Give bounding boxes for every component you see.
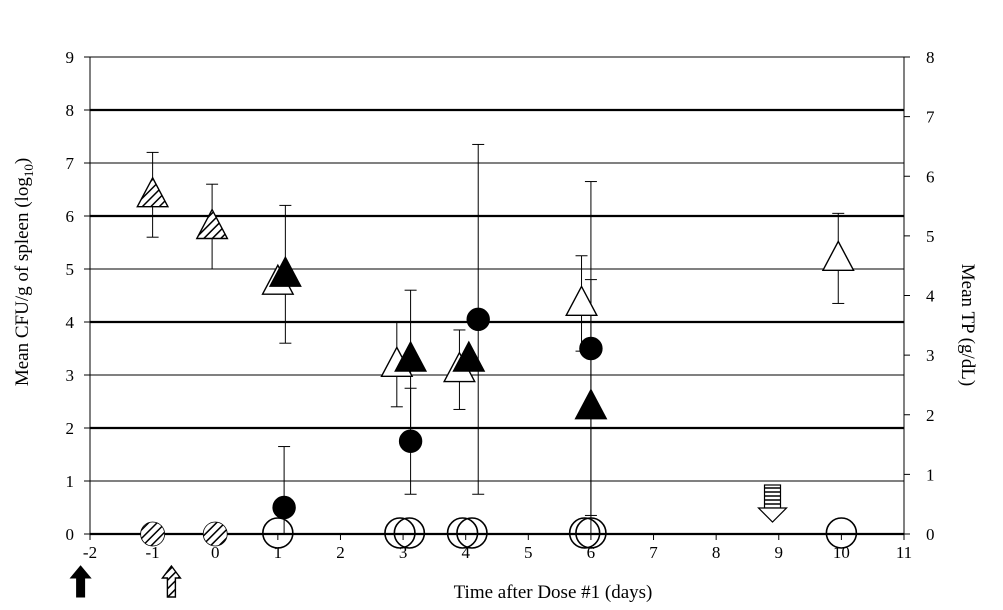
y-left-axis-title: Mean CFU/g of spleen (log10) bbox=[12, 158, 36, 386]
y-right-tick-label: 5 bbox=[926, 227, 935, 246]
dose-arrow-striped-head bbox=[757, 507, 788, 523]
y-right-axis-title: Mean TP (g/dL) bbox=[957, 264, 978, 386]
y-left-title-subscript: 10 bbox=[21, 164, 36, 177]
y-right-tick-label: 3 bbox=[926, 346, 935, 365]
x-tick-label: -2 bbox=[83, 543, 97, 562]
y-right-tick-label: 7 bbox=[926, 108, 935, 127]
x-tick-label: 11 bbox=[896, 543, 912, 562]
axes bbox=[84, 56, 910, 540]
x-tick-label: -1 bbox=[146, 543, 160, 562]
filled-circle-point bbox=[398, 429, 423, 453]
x-tick-label: 4 bbox=[461, 543, 470, 562]
y-right-tick-label: 8 bbox=[926, 48, 935, 67]
x-tick-label: 0 bbox=[211, 543, 220, 562]
hatched-triangle-point bbox=[195, 208, 229, 240]
y-right-tick-label: 2 bbox=[926, 406, 935, 425]
open-circle-point bbox=[393, 517, 426, 549]
y-left-tick-label: 9 bbox=[66, 48, 75, 67]
hatched-circle-point bbox=[202, 521, 228, 547]
gridlines bbox=[90, 56, 904, 536]
data-markers bbox=[136, 176, 858, 549]
y-left-tick-label: 5 bbox=[66, 260, 75, 279]
y-left-tick-label: 7 bbox=[66, 154, 75, 173]
x-axis-title: Time after Dose #1 (days) bbox=[454, 582, 653, 603]
filled-triangle-point bbox=[268, 255, 302, 287]
open-circle-point bbox=[575, 517, 607, 549]
open-circle-point bbox=[568, 517, 601, 549]
hatched-circle-point bbox=[140, 521, 166, 547]
x-tick-label: 5 bbox=[524, 543, 533, 562]
filled-triangle-point bbox=[452, 340, 486, 372]
x-tick-label: 6 bbox=[587, 543, 596, 562]
filled-circle-point bbox=[579, 336, 603, 361]
filled-triangle-point bbox=[394, 340, 428, 372]
y-left-tick-label: 3 bbox=[66, 366, 75, 385]
x-tick-label: 8 bbox=[712, 543, 721, 562]
open-triangle-point bbox=[565, 284, 598, 317]
open-circle-point bbox=[384, 517, 416, 549]
y-right-tick-label: 1 bbox=[926, 465, 935, 484]
x-tick-label: 9 bbox=[775, 543, 784, 562]
y-left-tick-label: 0 bbox=[66, 525, 75, 544]
x-tick-label: 7 bbox=[649, 543, 658, 562]
x-tick-label: 3 bbox=[399, 543, 408, 562]
x-tick-label: 2 bbox=[336, 543, 345, 562]
open-triangle-point bbox=[821, 239, 855, 271]
error-bars bbox=[146, 143, 845, 534]
y-left-tick-label: 8 bbox=[66, 101, 75, 120]
y-left-tick-label: 1 bbox=[66, 472, 75, 491]
tick-labels: -2 -1 0 1 2 3 4 5 6 7 8 9 10 11 0 1 2 3 4 5 6 7 8 9 0 1 2 3 4 5 6 7 8 bbox=[66, 48, 936, 562]
dose-arrows bbox=[69, 484, 788, 598]
y-right-tick-label: 6 bbox=[926, 167, 935, 186]
open-circle-point bbox=[825, 517, 858, 549]
y-right-tick-label: 0 bbox=[926, 525, 935, 544]
filled-circle-point bbox=[272, 495, 296, 520]
filled-triangle-point bbox=[574, 388, 608, 420]
open-circle-point bbox=[262, 517, 294, 549]
dose-arrow-hollow-up bbox=[160, 564, 182, 598]
x-tick-label: 1 bbox=[274, 543, 283, 562]
y-left-tick-label: 4 bbox=[66, 313, 75, 332]
filled-circle-point bbox=[466, 307, 490, 332]
y-left-title-main: Mean CFU/g of spleen (log bbox=[12, 177, 33, 386]
open-circle-point bbox=[456, 517, 488, 549]
y-left-tick-label: 6 bbox=[66, 207, 75, 226]
x-tick-label: 10 bbox=[833, 543, 850, 562]
y-right-tick-label: 4 bbox=[926, 287, 935, 306]
hatched-triangle-point bbox=[136, 176, 170, 208]
y-left-tick-label: 2 bbox=[66, 419, 75, 438]
open-circle-point bbox=[446, 517, 479, 549]
dose-arrow-solid-up bbox=[69, 565, 92, 598]
y-left-title-end: ) bbox=[12, 158, 33, 164]
